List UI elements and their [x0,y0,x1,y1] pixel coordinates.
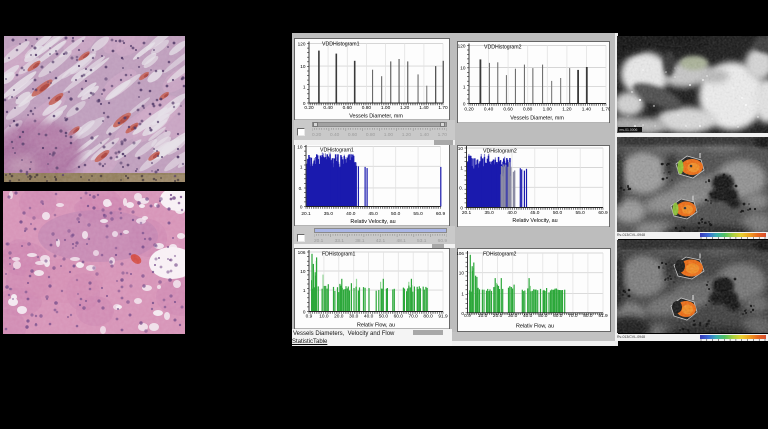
svg-text:0: 0 [460,205,463,210]
svg-text:35.0: 35.0 [485,210,495,216]
svg-text:1.00: 1.00 [543,106,553,112]
svg-text:1.20: 1.20 [562,106,572,112]
svg-text:1: 1 [300,164,303,169]
svg-text:91.9: 91.9 [438,313,448,319]
svg-text:120: 120 [298,41,306,46]
svg-text:0: 0 [300,204,303,209]
svg-text:10: 10 [459,270,465,275]
svg-text:1: 1 [303,288,306,293]
svg-text:Relativ Velocity, au: Relativ Velocity, au [350,219,395,225]
svg-text:55.0: 55.0 [413,211,423,217]
svg-text:1.20: 1.20 [400,105,410,111]
svg-text:Vessels Diameter, mm: Vessels Diameter, mm [349,113,403,119]
svg-text:50.0: 50.0 [538,313,548,319]
svg-text:50.0: 50.0 [379,313,389,319]
svg-text:10: 10 [300,64,306,69]
svg-text:0: 0 [303,101,306,106]
svg-text:35.0: 35.0 [324,211,334,217]
svg-text:10: 10 [297,144,303,149]
svg-text:0.20: 0.20 [304,105,314,111]
svg-text:40.0: 40.0 [507,210,517,216]
svg-text:0.9: 0.9 [464,313,471,319]
svg-text:VDHistogram2: VDHistogram2 [483,148,517,154]
svg-text:106: 106 [457,251,464,256]
svg-text:Relativ Flow, au: Relativ Flow, au [516,323,554,329]
svg-text:10: 10 [458,146,464,151]
svg-text:1: 1 [303,84,306,89]
svg-text:0.: 0. [459,185,463,190]
svg-text:0: 0 [463,101,466,106]
svg-text:20.1: 20.1 [301,211,311,217]
svg-text:1.40: 1.40 [419,105,429,111]
svg-text:80.0: 80.0 [423,313,433,319]
svg-text:FDHistogram2: FDHistogram2 [483,251,517,257]
svg-text:mv-01.0006: mv-01.0006 [620,128,638,132]
svg-text:0: 0 [303,309,306,314]
svg-text:30.0: 30.0 [508,313,518,319]
svg-text:50.0: 50.0 [553,210,563,216]
svg-text:10.0: 10.0 [478,313,488,319]
svg-text:1.70: 1.70 [601,106,610,112]
svg-text:1.40: 1.40 [582,106,592,112]
svg-text:0: 0 [461,310,464,315]
svg-text:0.: 0. [299,185,303,190]
svg-text:1.70: 1.70 [438,105,448,111]
svg-text:30.0: 30.0 [349,313,359,319]
svg-text:40.0: 40.0 [346,211,356,217]
svg-text:Relativ Flow, au: Relativ Flow, au [357,322,395,328]
svg-text:VDDHistogram1: VDDHistogram1 [322,41,360,47]
svg-text:0.60: 0.60 [343,105,353,111]
svg-text:106: 106 [298,250,306,255]
svg-text:60.9: 60.9 [598,210,608,216]
svg-text:120: 120 [458,43,466,48]
svg-text:Vessels Diameter, mm: Vessels Diameter, mm [510,115,564,121]
svg-text:1: 1 [461,291,464,296]
svg-text:VDHistogram1: VDHistogram1 [320,147,354,153]
svg-text:20.0: 20.0 [493,313,503,319]
svg-text:55.0: 55.0 [576,210,586,216]
svg-text:91.9: 91.9 [598,313,608,319]
svg-text:20.1: 20.1 [462,210,472,216]
svg-text:1: 1 [460,165,463,170]
svg-text:0.9: 0.9 [306,313,313,319]
svg-text:10.0: 10.0 [319,313,329,319]
svg-text:VDDHistogram2: VDDHistogram2 [484,44,522,50]
svg-text:45.0: 45.0 [369,211,379,217]
svg-text:0.40: 0.40 [323,105,333,111]
svg-text:60.0: 60.0 [394,313,404,319]
svg-text:0.60: 0.60 [503,106,513,112]
svg-text:10: 10 [300,269,306,274]
svg-text:0.20: 0.20 [464,106,474,112]
svg-text:10: 10 [460,65,466,70]
svg-text:FDHistogram1: FDHistogram1 [322,251,356,257]
svg-text:70.0: 70.0 [568,313,578,319]
svg-text:60.0: 60.0 [553,313,563,319]
svg-text:0.80: 0.80 [523,106,533,112]
svg-text:Relativ Velocity, au: Relativ Velocity, au [512,218,557,224]
svg-text:20.0: 20.0 [334,313,344,319]
svg-text:80.0: 80.0 [583,313,593,319]
svg-text:60.9: 60.9 [436,211,446,217]
svg-text:45.0: 45.0 [530,210,540,216]
svg-text:50.0: 50.0 [391,211,401,217]
svg-text:1: 1 [463,84,466,89]
svg-text:1.00: 1.00 [381,105,391,111]
svg-text:0.40: 0.40 [484,106,494,112]
svg-text:40.0: 40.0 [364,313,374,319]
svg-text:40.0: 40.0 [523,313,533,319]
svg-text:0.80: 0.80 [362,105,372,111]
svg-text:70.0: 70.0 [409,313,419,319]
